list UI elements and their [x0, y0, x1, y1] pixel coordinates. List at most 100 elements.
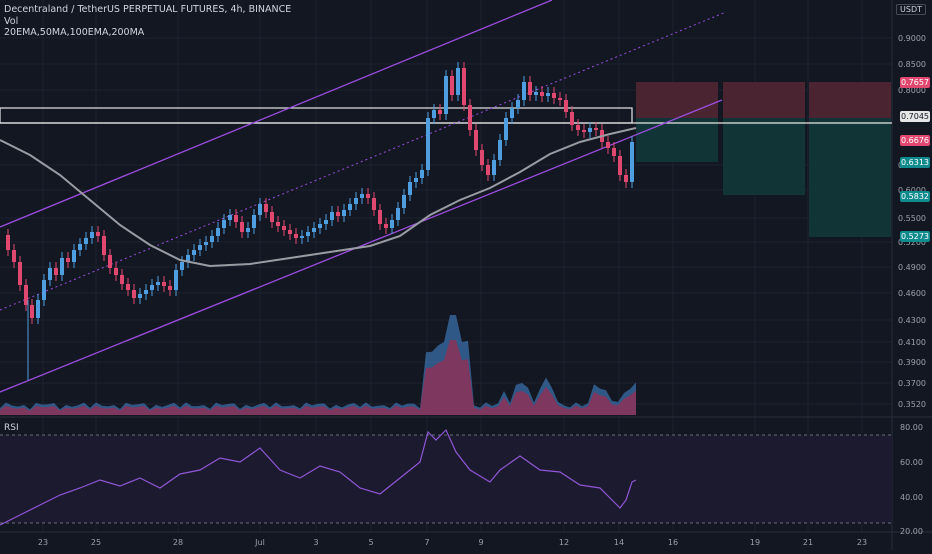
candle-body	[624, 175, 628, 182]
candle-body	[306, 232, 310, 236]
candle-body	[144, 290, 148, 294]
candle-body	[12, 250, 16, 262]
candle-body	[588, 128, 592, 132]
candle-body	[330, 212, 334, 220]
moving-average-line	[0, 127, 637, 268]
rsi-axis: 80.00 60.00 40.00 20.00	[900, 423, 923, 536]
candle-body	[534, 92, 538, 95]
candle-body	[150, 285, 154, 290]
candle-body	[318, 224, 322, 228]
rsi-line	[0, 428, 637, 526]
target-price-tag: 0.6313	[900, 157, 930, 168]
candle-body	[510, 108, 514, 118]
stop-price-tag: 0.7657	[900, 77, 930, 88]
price-tick-label: 0.4300	[898, 316, 926, 325]
candle-body	[96, 232, 100, 236]
candle-body	[426, 118, 430, 170]
stop-zone	[809, 82, 891, 118]
candle-body	[498, 140, 502, 160]
candle-body	[48, 268, 52, 280]
candle-body	[606, 142, 610, 148]
candle-body	[258, 204, 262, 215]
candle-body	[222, 220, 226, 228]
candle-body	[354, 198, 358, 204]
candle-body	[444, 76, 448, 114]
time-tick-label: 25	[91, 538, 101, 547]
time-tick-label: 21	[803, 538, 813, 547]
time-tick-label: 28	[173, 538, 183, 547]
volume-histogram	[0, 315, 636, 415]
candle-body	[438, 110, 442, 114]
candle-body	[390, 220, 394, 228]
candle-body	[120, 275, 124, 284]
rsi-legend[interactable]: RSI	[4, 423, 19, 433]
candle-body	[114, 268, 118, 275]
price-tick-label: 0.4900	[898, 263, 926, 272]
candle-body	[486, 165, 490, 175]
candle-body	[186, 255, 190, 262]
candle-body	[468, 105, 472, 130]
candle-body	[60, 258, 64, 275]
candle-body	[474, 130, 478, 150]
candle-body	[450, 76, 454, 95]
candle-body	[480, 150, 484, 165]
time-tick-label: 7	[424, 538, 429, 547]
candle-body	[612, 148, 616, 156]
candle-body	[66, 258, 70, 262]
candle-body	[546, 93, 550, 96]
last-price-tag: 0.6676	[900, 135, 930, 146]
symbol-title[interactable]: Decentraland / TetherUS PERPETUAL FUTURE…	[4, 4, 292, 15]
volume-legend[interactable]: Vol	[4, 16, 19, 27]
candle-body	[402, 195, 406, 208]
candle-body	[180, 262, 184, 270]
time-tick-label: 19	[750, 538, 760, 547]
time-tick-label: Jul	[254, 538, 265, 547]
candle-body	[72, 250, 76, 262]
candle-body	[138, 294, 142, 298]
candles	[6, 62, 634, 380]
candle-body	[396, 208, 400, 220]
candle-body	[288, 230, 292, 234]
time-tick-label: 23	[38, 538, 48, 547]
candle-body	[492, 160, 496, 175]
price-tick-label: 0.4100	[898, 338, 926, 347]
price-tick-label: 0.5200	[898, 238, 926, 247]
candle-body	[300, 236, 304, 238]
candle-body	[336, 212, 340, 216]
candle-body	[234, 215, 238, 222]
candle-body	[366, 194, 370, 198]
candle-body	[420, 170, 424, 178]
candle-body	[270, 212, 274, 222]
candle-body	[198, 245, 202, 250]
candle-body	[264, 204, 268, 212]
candle-body	[312, 228, 316, 232]
candle-body	[522, 82, 526, 100]
candle-body	[576, 125, 580, 130]
candle-body	[618, 156, 622, 175]
rsi-tick-label: 20.00	[900, 527, 923, 536]
currency-label[interactable]: USDT	[896, 4, 926, 15]
candle-body	[162, 282, 166, 286]
target-price-tag: 0.5273	[900, 231, 930, 242]
candle-body	[6, 235, 10, 250]
candle-body	[324, 220, 328, 224]
rsi-tick-label: 80.00	[900, 423, 923, 432]
time-axis: 23 25 28 Jul 3 5 7 9 12 14 16 19 21 23	[38, 538, 867, 547]
time-tick-label: 3	[313, 538, 318, 547]
candle-body	[456, 68, 460, 95]
candle-body	[156, 282, 160, 285]
candle-body	[342, 210, 346, 216]
rsi-tick-label: 60.00	[900, 458, 923, 467]
candle-body	[84, 238, 88, 244]
price-tick-label: 0.8500	[898, 60, 926, 69]
candle-body	[210, 236, 214, 242]
candle-body	[24, 285, 28, 305]
candle-body	[360, 194, 364, 198]
candle-body	[132, 290, 136, 298]
price-tick-label: 0.9000	[898, 34, 926, 43]
rsi-tick-label: 40.00	[900, 493, 923, 502]
indicators-legend[interactable]: 20EMA,50MA,100EMA,200MA	[4, 27, 145, 38]
candle-body	[552, 93, 556, 98]
